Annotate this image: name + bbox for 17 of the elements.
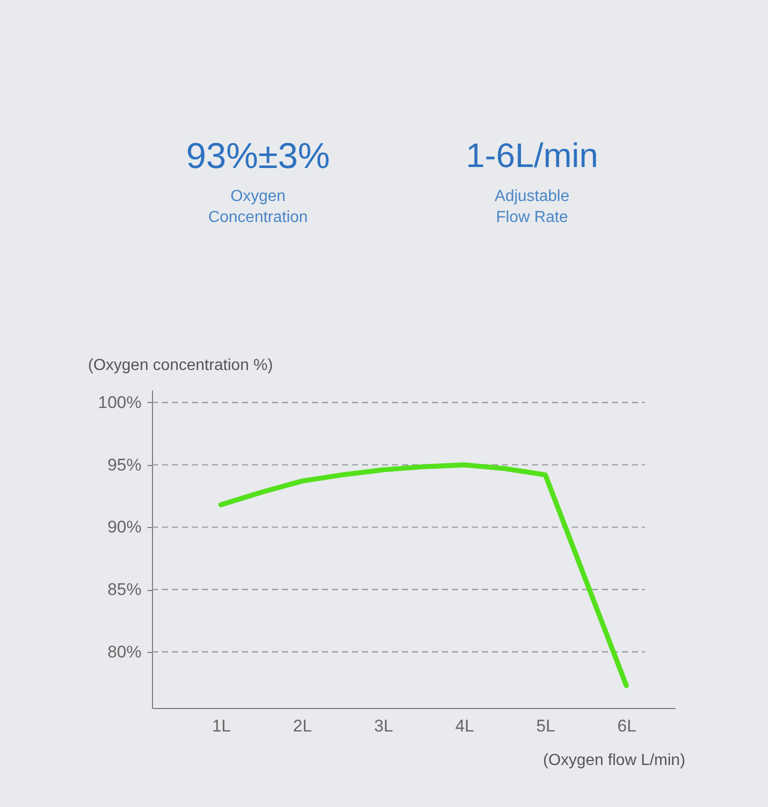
x-tick-label: 4L — [455, 716, 474, 736]
y-tick-label: 90% — [107, 518, 142, 537]
y-axis-title: (Oxygen concentration %) — [88, 357, 273, 374]
y-tick-label: 80% — [107, 642, 142, 662]
y-tick-label: 95% — [107, 455, 142, 474]
x-tick-label: 6L — [617, 716, 636, 736]
x-tick-label: 5L — [536, 716, 556, 736]
y-tick-label: 100% — [98, 392, 142, 412]
text: Oxygen Concentration — [208, 188, 308, 226]
text: Adjustable Flow Rate — [494, 188, 570, 226]
y-tick-label: 85% — [107, 580, 142, 600]
x-tick-label: 3L — [374, 716, 394, 736]
x-tick-label: 2L — [293, 716, 312, 736]
x-tick-label: 1L — [212, 716, 231, 736]
x-axis-title: (Oxygen flow L/min) — [543, 752, 686, 769]
text: 1-6L/min — [466, 137, 598, 175]
text: 93%±3% — [186, 135, 330, 176]
